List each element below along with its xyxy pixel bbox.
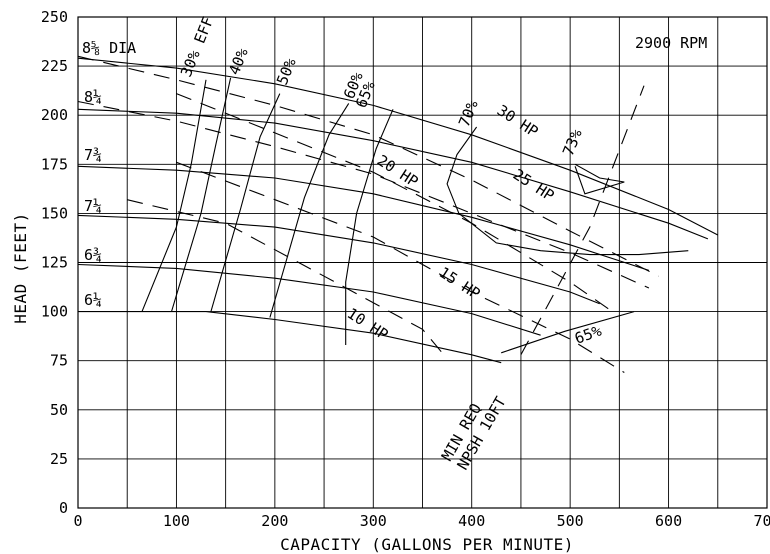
power-lines [77, 55, 659, 373]
x-tick-label: 600 [655, 512, 682, 530]
head-curve-2 [77, 108, 709, 240]
efficiency-curve-5 [345, 109, 394, 345]
npsh-label: MIN REQ NPSH 10FT [438, 385, 510, 473]
hp-label-10: 10 HP [344, 304, 392, 344]
x-axis-title: CAPACITY (GALLONS PER MINUTE) [280, 535, 574, 554]
head-label-8-5-8-dia: 8⅝ DIA [82, 39, 136, 57]
x-tick-label: 200 [261, 512, 288, 530]
eff-label-70: 70% [455, 98, 482, 130]
x-tick-label: 500 [557, 512, 584, 530]
eff-label-30-eff: 30% EFF [177, 14, 217, 79]
efficiency-curve-6 [501, 311, 635, 354]
head-label-6-1-4: 6¼ [84, 291, 102, 309]
x-tick-label: 700 [753, 512, 770, 530]
y-axis-title: HEAD (FEET) [11, 212, 30, 323]
efficiency-curve-2 [170, 77, 232, 312]
x-tick-label: 0 [73, 512, 82, 530]
x-tick-label: 300 [360, 512, 387, 530]
hp-label-25: 25 HP [510, 165, 558, 205]
y-tick-label: 125 [41, 254, 68, 272]
grid [77, 16, 768, 509]
efficiency-curve-4 [269, 103, 350, 318]
eff-label-50: 50% [273, 56, 300, 88]
y-tick-label: 175 [41, 155, 68, 173]
head-curve-3 [77, 165, 650, 271]
efficiency-curves [141, 77, 689, 354]
efficiency-curve-1 [141, 79, 207, 312]
y-tick-label: 75 [50, 352, 68, 370]
y-tick-label: 250 [41, 8, 68, 26]
efficiency-curve-8 [574, 163, 625, 195]
head-label-8-1-4: 8¼ [84, 88, 102, 106]
head-label-7-3-4: 7¾ [84, 146, 102, 164]
speed-label: 2900 RPM [635, 34, 707, 52]
power-line-2 [176, 161, 625, 373]
hp-label-15: 15 HP [436, 263, 484, 303]
head-label-7-1-4: 7¼ [84, 197, 102, 215]
hp-label-30: 30 HP [494, 101, 542, 141]
head-curves [77, 57, 719, 364]
efficiency-curve-3 [210, 93, 281, 312]
tick-labels: 0 100 200 300 400 500 600 700 0 25 50 75 100 125 150 17… [41, 8, 770, 530]
head-label-6-3-4: 6¾ [84, 246, 102, 264]
power-line-5 [77, 55, 659, 277]
npsh-curve [520, 85, 645, 356]
y-tick-label: 0 [59, 499, 68, 517]
head-curve-4 [77, 214, 600, 305]
power-line-3 [176, 93, 610, 311]
y-tick-label: 50 [50, 401, 68, 419]
power-line-1 [127, 199, 448, 360]
eff-label-65-lower: 65% [572, 322, 604, 348]
head-curve-6 [78, 311, 502, 364]
x-tick-label: 400 [458, 512, 485, 530]
npsh-line [520, 85, 645, 356]
y-tick-label: 150 [41, 204, 68, 222]
y-tick-label: 25 [50, 450, 68, 468]
y-tick-label: 100 [41, 303, 68, 321]
y-tick-label: 200 [41, 106, 68, 124]
y-tick-label: 225 [41, 57, 68, 75]
x-tick-label: 100 [163, 512, 190, 530]
efficiency-curve-7 [446, 126, 689, 256]
power-line-4 [77, 100, 650, 289]
eff-label-40: 40% [225, 46, 252, 78]
head-curve-1 [77, 57, 719, 236]
eff-label-73: 73% [559, 127, 586, 159]
